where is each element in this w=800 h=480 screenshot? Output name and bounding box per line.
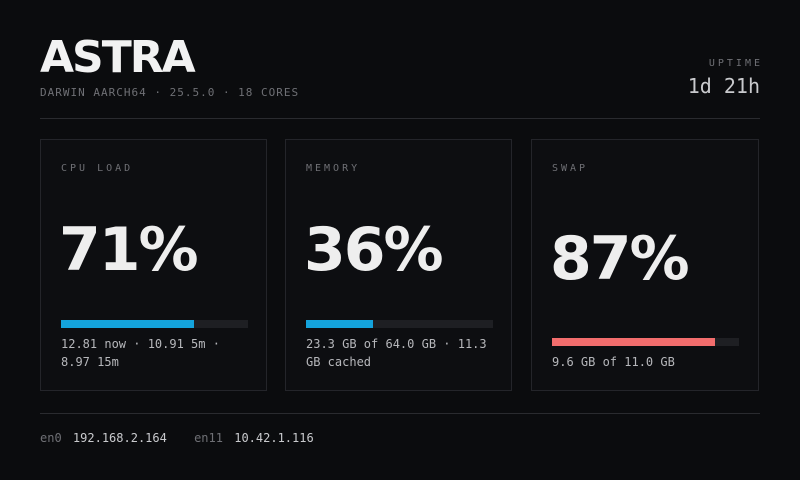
memory-card: MEMORY 36% 23.3 GB of 64.0 GB · 11.3 GB … (285, 139, 512, 391)
cpu-load-detail: 12.81 now · 10.91 5m · 8.97 15m (61, 337, 220, 369)
memory-bar (306, 320, 493, 328)
brand-logo: ASTRA (40, 32, 196, 83)
stats-cards: CPU LOAD 71% 12.81 now · 10.91 5m · 8.97… (40, 139, 760, 393)
cpu-load-card: CPU LOAD 71% 12.81 now · 10.91 5m · 8.97… (40, 139, 267, 391)
swap-label: SWAP (552, 163, 589, 174)
network-interface-en11: en11 10.42.1.116 (194, 431, 314, 445)
uptime-label: UPTIME (708, 58, 763, 69)
cpu-load-label: CPU LOAD (61, 163, 134, 174)
cpu-load-bar (61, 320, 248, 328)
network-interface-en0: en0 192.168.2.164 (40, 431, 167, 445)
memory-detail: 23.3 GB of 64.0 GB · 11.3 GB cached (306, 337, 487, 369)
swap-detail: 9.6 GB of 11.0 GB (552, 355, 675, 369)
interface-address: 192.168.2.164 (72, 431, 167, 445)
memory-label: MEMORY (306, 163, 361, 174)
interface-address: 10.42.1.116 (234, 431, 314, 445)
cpu-load-value: 71% (59, 215, 199, 285)
memory-bar-fill (306, 320, 374, 328)
cpu-load-bar-fill (61, 320, 194, 328)
interface-name: en11 (194, 431, 223, 445)
swap-bar (552, 338, 739, 346)
swap-card: SWAP 87% 9.6 GB of 11.0 GB (531, 139, 759, 391)
system-info: DARWIN AARCH64 · 25.5.0 · 18 CORES (40, 86, 300, 99)
network-footer: en0 192.168.2.164 en11 10.42.1.116 (40, 413, 760, 445)
memory-value: 36% (304, 215, 444, 285)
header: ASTRA DARWIN AARCH64 · 25.5.0 · 18 CORES… (40, 34, 760, 119)
swap-value: 87% (550, 224, 690, 294)
uptime-value: 1d 21h (687, 74, 760, 98)
interface-name: en0 (40, 431, 62, 445)
uptime-panel: UPTIME 1d 21h (688, 58, 760, 98)
swap-bar-fill (552, 338, 715, 346)
